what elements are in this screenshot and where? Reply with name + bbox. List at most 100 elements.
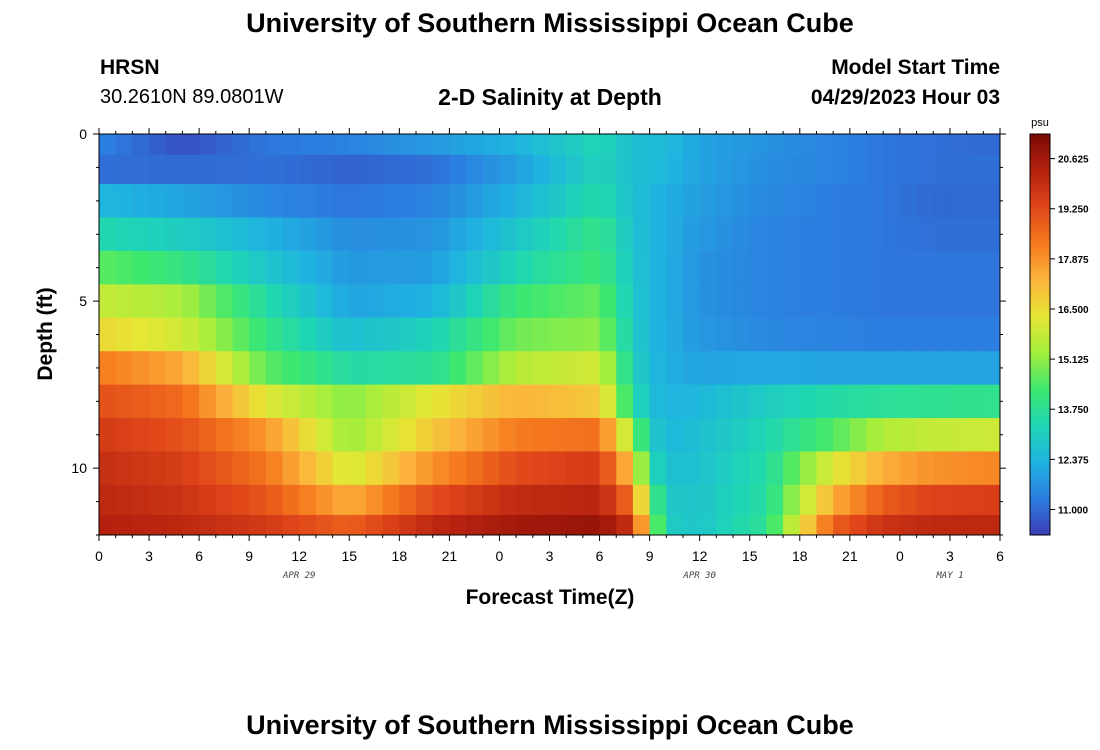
- heatmap-cell: [449, 484, 467, 516]
- heatmap-cell: [582, 134, 601, 156]
- heatmap-cell: [716, 384, 734, 419]
- heatmap-cell: [299, 384, 317, 419]
- heatmap-cell: [499, 484, 517, 516]
- y-tick-label: 0: [79, 126, 87, 142]
- heatmap-cell: [649, 514, 667, 535]
- heatmap-cell: [482, 284, 501, 319]
- heatmap-cell: [749, 217, 768, 252]
- heatmap-cell: [799, 418, 818, 453]
- heatmap-cell: [649, 451, 667, 486]
- heatmap-cell: [966, 154, 984, 185]
- heatmap-cell: [916, 514, 934, 535]
- heatmap-cell: [716, 184, 734, 219]
- heatmap-cell: [249, 184, 267, 219]
- heatmap-cell: [649, 134, 667, 156]
- heatmap-cell: [149, 351, 167, 386]
- heatmap-cell: [416, 418, 434, 453]
- heatmap-cell: [783, 384, 801, 419]
- heatmap-cell: [733, 154, 751, 185]
- heatmap-cell: [599, 284, 617, 319]
- heatmap-cell: [716, 451, 734, 486]
- heatmap-cell: [382, 484, 400, 516]
- colorbar-tick-label: 13.750: [1058, 405, 1089, 416]
- heatmap-cell: [916, 217, 934, 252]
- heatmap-cell: [866, 154, 884, 185]
- heatmap-cell: [466, 484, 484, 516]
- heatmap-cell: [682, 514, 701, 535]
- heatmap-cell: [833, 484, 851, 516]
- heatmap-cell: [783, 284, 801, 319]
- heatmap-cell: [682, 217, 701, 252]
- heatmap-cell: [549, 284, 567, 319]
- x-tick-label: 6: [195, 548, 203, 564]
- heatmap-cell: [582, 217, 601, 252]
- heatmap-cell: [766, 317, 784, 352]
- heatmap-cell: [382, 418, 400, 453]
- heatmap-cell: [816, 134, 834, 156]
- heatmap-cell: [749, 184, 768, 219]
- heatmap-cell: [349, 351, 367, 386]
- heatmap-cell: [499, 184, 517, 219]
- heatmap-cell: [182, 154, 200, 185]
- heatmap-cell: [849, 154, 868, 185]
- heatmap-cell: [899, 384, 918, 419]
- heatmap-cell: [699, 351, 717, 386]
- heatmap-cell: [466, 351, 484, 386]
- heatmap-cell: [482, 184, 501, 219]
- heatmap-cell: [249, 484, 267, 516]
- heatmap-cell: [182, 217, 200, 252]
- heatmap-cell: [382, 217, 400, 252]
- heatmap-cell: [315, 284, 334, 319]
- heatmap-cell: [933, 451, 951, 486]
- heatmap-cell: [332, 134, 350, 156]
- heatmap-cell: [232, 514, 250, 535]
- heatmap-cell: [516, 418, 534, 453]
- heatmap-cell: [716, 351, 734, 386]
- heatmap-cell: [399, 317, 417, 352]
- heatmap-cell: [449, 134, 467, 156]
- heatmap-cell: [699, 134, 717, 156]
- heatmap-cell: [632, 154, 651, 185]
- heatmap-cell: [699, 154, 717, 185]
- heatmap-cell: [265, 217, 284, 252]
- heatmap-cell: [466, 154, 484, 185]
- heatmap-cell: [399, 484, 417, 516]
- heatmap-cell: [499, 134, 517, 156]
- heatmap-cell: [799, 217, 818, 252]
- heatmap-cell: [365, 484, 384, 516]
- heatmap-cell: [816, 184, 834, 219]
- heatmap-cell: [682, 154, 701, 185]
- heatmap-cell: [115, 484, 133, 516]
- heatmap-cell: [399, 384, 417, 419]
- heatmap-cell: [766, 484, 784, 516]
- heatmap-cell: [499, 317, 517, 352]
- heatmap-cell: [132, 514, 150, 535]
- heatmap-cell: [532, 384, 551, 419]
- heatmap-cell: [833, 184, 851, 219]
- heatmap-cell: [799, 250, 818, 285]
- heatmap-cell: [966, 484, 984, 516]
- heatmap-cell: [165, 351, 184, 386]
- heatmap-cell: [499, 250, 517, 285]
- heatmap-cell: [416, 514, 434, 535]
- heatmap-cell: [132, 154, 150, 185]
- x-tick-label: 6: [996, 548, 1004, 564]
- heatmap-cell: [416, 134, 434, 156]
- heatmap-cell: [733, 134, 751, 156]
- heatmap-cell: [349, 514, 367, 535]
- heatmap-cell: [966, 451, 984, 486]
- heatmap-cell: [115, 384, 133, 419]
- heatmap-cell: [666, 418, 684, 453]
- heatmap-cell: [282, 317, 300, 352]
- heatmap-cell: [349, 154, 367, 185]
- heatmap-cell: [849, 514, 868, 535]
- heatmap-cell: [99, 418, 117, 453]
- heatmap-cell: [849, 484, 868, 516]
- station-coordinates: 30.2610N 89.0801W: [100, 86, 284, 108]
- heatmap-cell: [566, 284, 584, 319]
- heatmap-cell: [733, 384, 751, 419]
- heatmap-cell: [883, 384, 901, 419]
- heatmap-cell: [983, 484, 1000, 516]
- heatmap-cell: [466, 217, 484, 252]
- heatmap-cell: [149, 317, 167, 352]
